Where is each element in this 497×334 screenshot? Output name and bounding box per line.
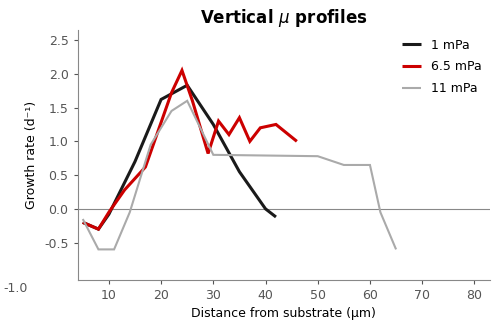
11 mPa bbox=[210, 153, 216, 157]
1 mPa bbox=[80, 220, 86, 224]
11 mPa bbox=[111, 247, 117, 252]
11 mPa bbox=[168, 109, 174, 113]
11 mPa bbox=[148, 143, 154, 147]
1 mPa bbox=[184, 83, 190, 87]
1 mPa bbox=[95, 227, 101, 231]
Title: Vertical $\mu$ profiles: Vertical $\mu$ profiles bbox=[200, 7, 367, 29]
6.5 mPa bbox=[226, 133, 232, 137]
6.5 mPa bbox=[257, 126, 263, 130]
6.5 mPa bbox=[80, 220, 86, 224]
6.5 mPa bbox=[95, 227, 101, 231]
11 mPa bbox=[184, 99, 190, 103]
6.5 mPa bbox=[179, 68, 185, 72]
Line: 6.5 mPa: 6.5 mPa bbox=[83, 70, 297, 229]
Line: 1 mPa: 1 mPa bbox=[83, 85, 276, 229]
Y-axis label: Growth rate (d⁻¹): Growth rate (d⁻¹) bbox=[25, 101, 38, 209]
11 mPa bbox=[393, 247, 399, 252]
11 mPa bbox=[341, 163, 347, 167]
1 mPa bbox=[237, 170, 243, 174]
11 mPa bbox=[315, 154, 321, 158]
Legend: 1 mPa, 6.5 mPa, 11 mPa: 1 mPa, 6.5 mPa, 11 mPa bbox=[397, 34, 486, 100]
11 mPa bbox=[127, 210, 133, 214]
6.5 mPa bbox=[294, 139, 300, 143]
1 mPa bbox=[158, 98, 164, 102]
6.5 mPa bbox=[143, 165, 149, 169]
6.5 mPa bbox=[189, 99, 195, 103]
6.5 mPa bbox=[106, 210, 112, 214]
1 mPa bbox=[132, 160, 138, 164]
6.5 mPa bbox=[205, 152, 211, 156]
1 mPa bbox=[106, 212, 112, 216]
6.5 mPa bbox=[216, 119, 222, 123]
Line: 11 mPa: 11 mPa bbox=[83, 101, 396, 249]
6.5 mPa bbox=[122, 188, 128, 192]
6.5 mPa bbox=[168, 91, 174, 95]
X-axis label: Distance from substrate (μm): Distance from substrate (μm) bbox=[191, 307, 376, 320]
6.5 mPa bbox=[237, 116, 243, 120]
1 mPa bbox=[262, 207, 268, 211]
11 mPa bbox=[80, 217, 86, 221]
6.5 mPa bbox=[273, 123, 279, 127]
6.5 mPa bbox=[247, 139, 253, 143]
1 mPa bbox=[210, 123, 216, 127]
11 mPa bbox=[95, 247, 101, 252]
11 mPa bbox=[367, 163, 373, 167]
Text: -1.0: -1.0 bbox=[3, 282, 28, 295]
1 mPa bbox=[273, 215, 279, 219]
11 mPa bbox=[377, 210, 383, 214]
